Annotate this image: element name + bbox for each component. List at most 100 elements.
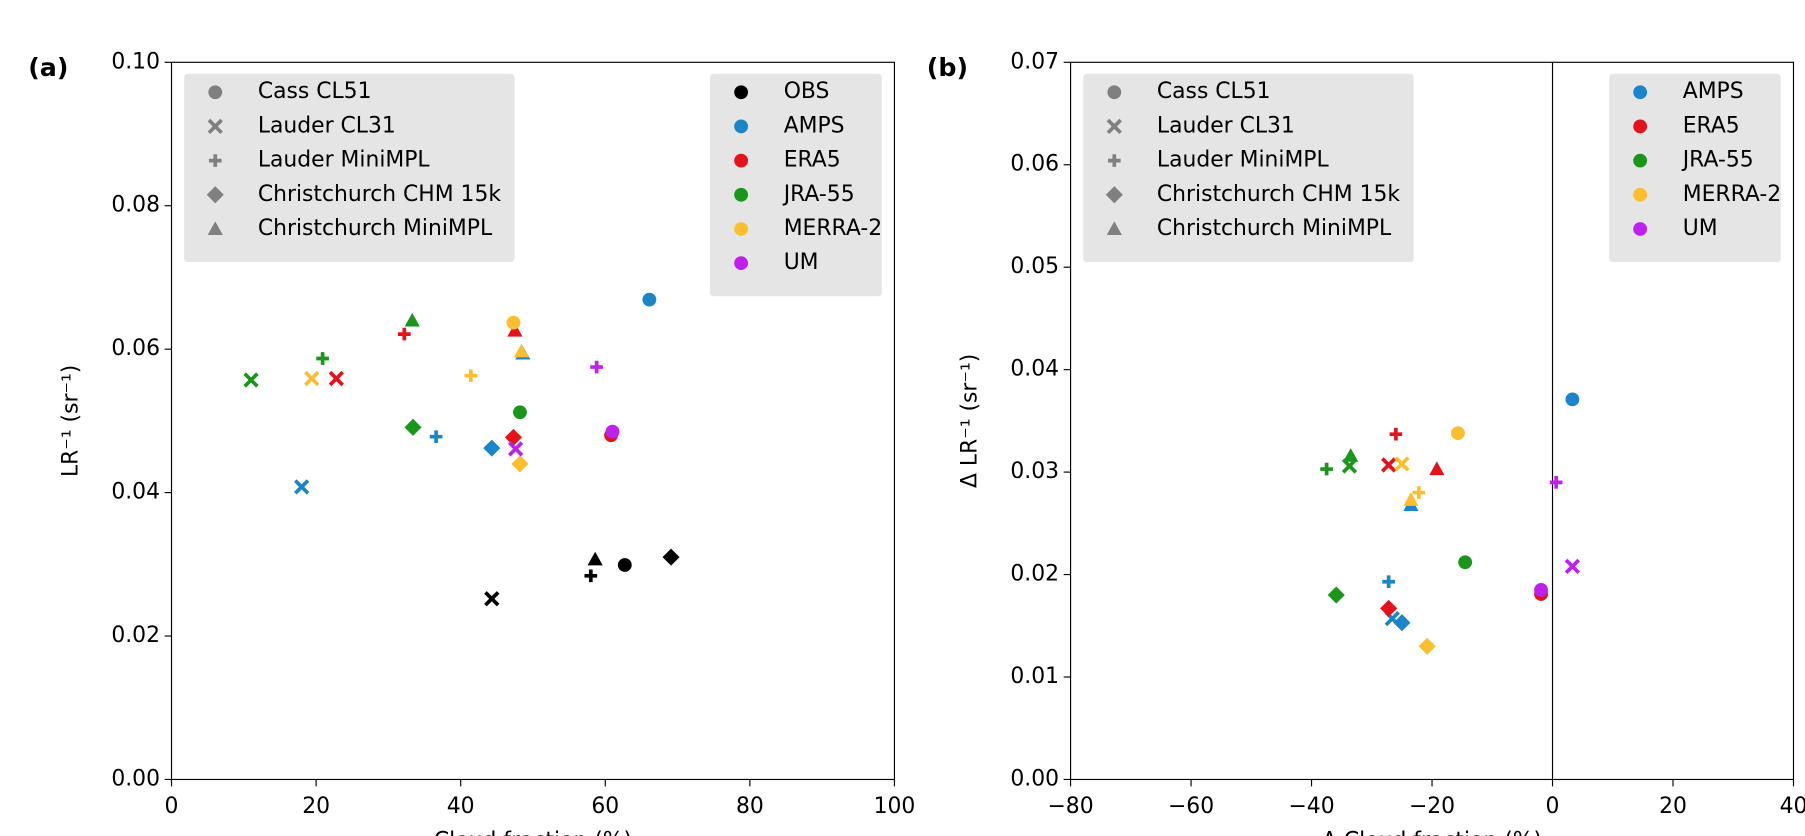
- data-point: [1549, 476, 1563, 489]
- data-point: [1389, 427, 1403, 441]
- marker-legend-label: Lauder CL31: [1157, 113, 1295, 138]
- legend-label: AMPS: [784, 113, 845, 138]
- y-tick-label: 0.01: [1010, 664, 1059, 689]
- x-tick-label: −20: [1409, 794, 1455, 819]
- y-tick-label: 0.02: [111, 623, 160, 648]
- data-point: [1403, 492, 1419, 506]
- data-point: [513, 405, 527, 420]
- x-tick-label: 40: [447, 794, 475, 819]
- data-point: [404, 418, 422, 436]
- legend-swatch: [1633, 222, 1648, 236]
- data-point: [1393, 614, 1411, 632]
- legend-marker: [207, 118, 223, 135]
- x-tick-label: 20: [1659, 794, 1687, 819]
- data-point: [1394, 456, 1410, 472]
- x-tick-label: 40: [1780, 794, 1805, 819]
- y-axis-label: LR⁻¹ (sr⁻¹): [58, 365, 83, 477]
- legend-label: ERA5: [784, 148, 841, 173]
- x-tick-label: 0: [1546, 794, 1560, 819]
- data-point: [1343, 448, 1359, 462]
- data-point: [1564, 558, 1581, 574]
- data-point: [507, 441, 524, 457]
- data-point: [605, 424, 620, 439]
- y-axis-label: Δ LR⁻¹ (sr⁻¹): [957, 354, 982, 488]
- y-tick-label: 0.00: [1010, 766, 1059, 791]
- y-tick-label: 0.04: [1010, 357, 1059, 382]
- y-tick-label: 0.03: [1010, 459, 1059, 484]
- legend-label: ERA5: [1683, 113, 1740, 138]
- data-point: [397, 327, 411, 341]
- data-point: [1381, 457, 1397, 473]
- marker-legend-label: Christchurch MiniMPL: [258, 216, 493, 241]
- x-axis-label: Δ Cloud fraction (%): [1322, 829, 1542, 836]
- y-tick-label: 0.10: [111, 49, 160, 74]
- data-point: [1565, 392, 1580, 407]
- data-point: [587, 551, 603, 566]
- legend-label: JRA-55: [782, 182, 855, 207]
- data-point: [506, 315, 521, 330]
- x-tick-label: −80: [1047, 794, 1093, 819]
- legend-box: [710, 73, 882, 297]
- legend-swatch: [734, 153, 749, 168]
- legend-marker: [208, 85, 223, 100]
- y-tick-label: 0.02: [1010, 562, 1059, 587]
- legend-swatch: [1633, 153, 1648, 168]
- data-point: [294, 479, 310, 495]
- x-tick-label: 20: [302, 794, 330, 819]
- data-point: [1418, 637, 1436, 655]
- y-tick-label: 0.08: [111, 193, 160, 218]
- marker-legend-label: Cass CL51: [1157, 79, 1271, 104]
- data-point: [584, 569, 598, 583]
- legend-label: JRA-55: [1681, 148, 1754, 173]
- x-tick-label: 100: [874, 794, 916, 819]
- plot-frame: [170, 61, 896, 781]
- x-tick-label: 80: [736, 794, 764, 819]
- y-tick-label: 0.00: [111, 766, 160, 791]
- legend-label: MERRA-2: [1683, 182, 1781, 207]
- legend-swatch: [734, 187, 749, 202]
- legend-marker: [1107, 85, 1122, 100]
- marker-legend-label: Christchurch MiniMPL: [1157, 216, 1392, 241]
- x-tick-label: 0: [165, 794, 179, 819]
- marker-legend-label: Lauder MiniMPL: [258, 148, 431, 173]
- y-tick-label: 0.06: [1010, 152, 1059, 177]
- marker-legend-label: Christchurch CHM 15k: [1157, 182, 1401, 207]
- x-tick-label: −60: [1168, 794, 1214, 819]
- legend-swatch: [1633, 85, 1648, 100]
- legend-swatch: [1633, 187, 1648, 202]
- data-point: [1412, 486, 1426, 499]
- data-point: [243, 372, 259, 388]
- data-point: [511, 455, 529, 473]
- marker-legend-label: Lauder CL31: [258, 113, 396, 138]
- data-point: [304, 370, 320, 387]
- y-tick-label: 0.05: [1010, 254, 1059, 279]
- marker-legend-box: [184, 73, 515, 263]
- panel-label: (b): [927, 52, 968, 82]
- legend-label: AMPS: [1683, 79, 1744, 104]
- legend-swatch: [734, 85, 749, 100]
- data-point: [1320, 462, 1333, 476]
- data-point: [507, 322, 523, 337]
- panel-label: (a): [28, 52, 68, 82]
- data-point: [590, 360, 603, 374]
- data-point: [328, 370, 344, 387]
- legend-box: [1609, 73, 1781, 263]
- x-axis-label: Cloud fraction (%): [434, 829, 632, 836]
- y-tick-label: 0.06: [111, 336, 160, 361]
- legend-label: UM: [1683, 216, 1718, 241]
- marker-legend-label: Lauder MiniMPL: [1157, 148, 1330, 173]
- legend-swatch: [734, 119, 749, 134]
- data-point: [316, 352, 329, 365]
- data-point: [513, 343, 530, 358]
- legend-swatch: [734, 222, 749, 236]
- data-point: [1534, 583, 1548, 597]
- x-tick-label: 60: [591, 794, 619, 819]
- data-point: [1429, 461, 1445, 476]
- data-point: [404, 312, 420, 327]
- legend-label: UM: [784, 250, 819, 275]
- data-point: [1382, 575, 1395, 589]
- marker-legend-label: Cass CL51: [258, 79, 372, 104]
- data-point: [483, 439, 501, 457]
- data-point: [662, 548, 680, 566]
